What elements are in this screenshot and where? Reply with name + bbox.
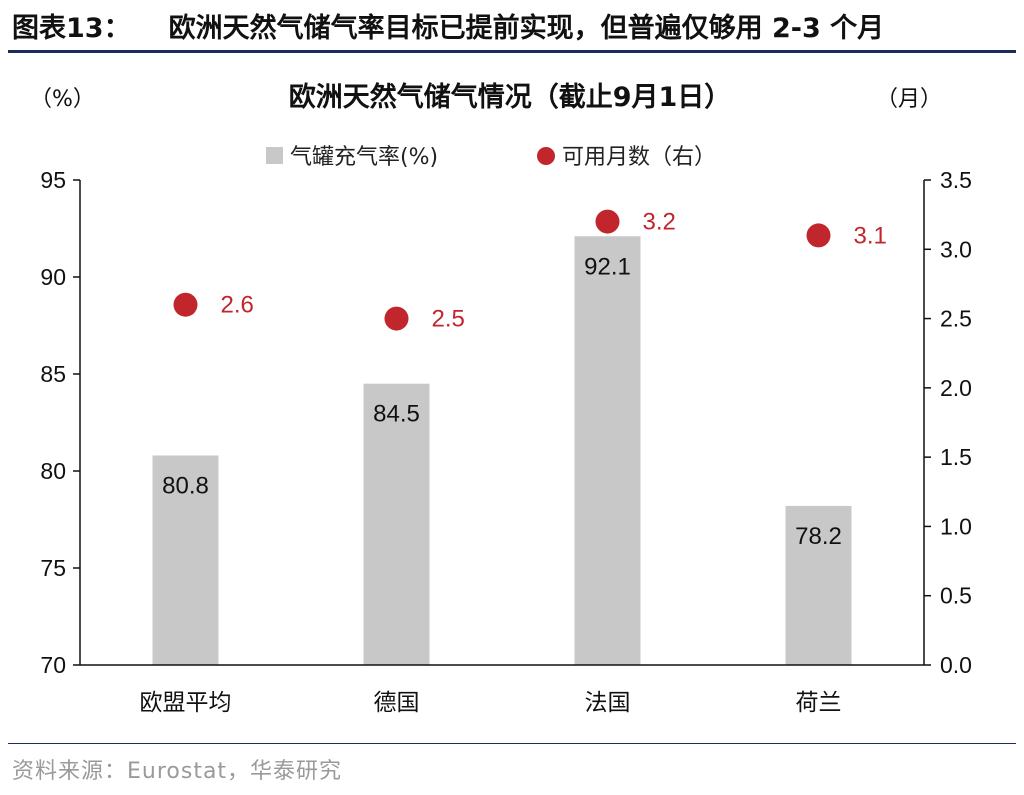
bottom-rule <box>8 743 1016 744</box>
dot-marker <box>384 306 409 331</box>
right-tick-label: 0.0 <box>940 652 972 678</box>
dot-value-label: 2.6 <box>221 292 254 319</box>
left-tick-label: 70 <box>40 652 66 678</box>
right-axis-unit: （月） <box>876 87 942 112</box>
source-note: 资料来源：Eurostat，华泰研究 <box>12 759 343 784</box>
category-label: 法国 <box>585 690 631 716</box>
legend-dot-label: 可用月数（右） <box>562 145 716 170</box>
left-tick-label: 95 <box>40 167 66 193</box>
right-tick-label: 1.0 <box>940 513 972 539</box>
category-label: 德国 <box>374 690 420 716</box>
right-tick-label: 3.0 <box>940 236 972 262</box>
bar-value-label: 84.5 <box>373 401 420 428</box>
dot-marker <box>173 292 198 317</box>
dot-marker <box>595 209 620 234</box>
chart-title: 欧洲天然气储气情况（截止9月1日） <box>289 81 732 113</box>
bar <box>363 383 430 665</box>
right-tick-label: 2.0 <box>940 375 972 401</box>
legend-bar-swatch <box>266 147 283 164</box>
bar-value-label: 92.1 <box>584 253 631 280</box>
bar-value-label: 80.8 <box>162 472 209 499</box>
bar <box>152 455 219 665</box>
bar <box>785 505 852 665</box>
right-tick-label: 2.5 <box>940 306 972 332</box>
figure-number: 图表13： <box>12 13 131 44</box>
bar <box>574 236 641 665</box>
top-rule <box>8 50 1016 53</box>
legend-bar-label: 气罐充气率(%) <box>290 145 438 170</box>
axes: 欧盟平均 德国 法国 荷兰 70 75 80 85 90 95 0.0 0.5 1.0 1.5 2.0 2.5… <box>40 167 972 716</box>
legend-dot-swatch <box>537 147 555 165</box>
dot-value-label: 3.2 <box>643 209 676 236</box>
dot-marker <box>806 223 831 248</box>
dot-series: 2.6 2.5 3.2 3.1 <box>173 209 887 333</box>
left-tick-label: 90 <box>40 264 66 290</box>
bar-series: 80.8 84.5 92.1 78.2 <box>152 236 852 665</box>
left-tick-label: 80 <box>40 458 66 484</box>
dot-value-label: 3.1 <box>854 222 887 249</box>
right-tick-label: 0.5 <box>940 583 972 609</box>
right-tick-label: 3.5 <box>940 167 972 193</box>
dot-value-label: 2.5 <box>432 306 465 333</box>
figure-title: 图表13： 欧洲天然气储气率目标已提前实现，但普遍仅够用 2-3 个月 <box>12 10 1012 48</box>
right-tick-label: 1.5 <box>940 444 972 470</box>
left-axis-unit: （%） <box>30 87 95 112</box>
category-label: 欧盟平均 <box>140 690 232 716</box>
bar-value-label: 78.2 <box>795 523 842 550</box>
figure-title-text: 欧洲天然气储气率目标已提前实现，但普遍仅够用 2-3 个月 <box>168 13 885 44</box>
category-label: 荷兰 <box>796 690 842 716</box>
left-tick-label: 75 <box>40 555 66 581</box>
left-tick-label: 85 <box>40 361 66 387</box>
legend: 气罐充气率(%) 可用月数（右） <box>266 145 716 170</box>
